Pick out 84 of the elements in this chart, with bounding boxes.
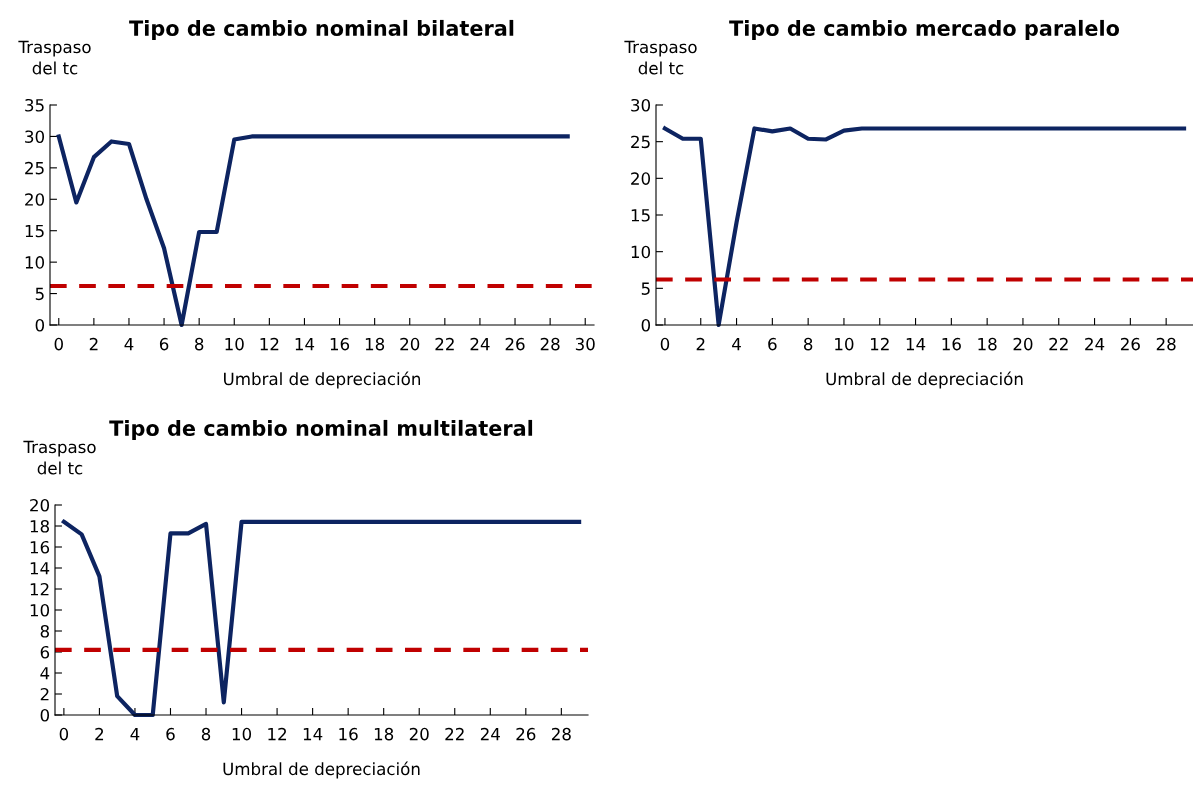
x-tick-label: 10 — [232, 727, 252, 741]
y-tick-label: 0 — [40, 708, 50, 722]
x-tick-label: 18 — [374, 727, 394, 741]
y-tick-label: 5 — [641, 282, 650, 295]
x-tick-label: 14 — [295, 338, 315, 351]
x-tick-label: 6 — [768, 337, 777, 351]
x-tick-label: 20 — [400, 337, 420, 351]
y-tick-label: 4 — [40, 667, 50, 680]
y-tick-label: 25 — [631, 135, 650, 149]
x-tick-label: 20 — [1013, 337, 1033, 351]
x-tick-label: 12 — [870, 337, 889, 351]
y-tick-label: 30 — [631, 98, 651, 112]
y-tick-label: 16 — [30, 540, 50, 554]
chart-title: Tipo de cambio nominal multilateral — [109, 419, 533, 441]
x-tick-label: 8 — [201, 727, 211, 741]
y-tick-label: 15 — [25, 224, 44, 238]
y-tick-label: 20 — [25, 193, 45, 206]
x-tick-label: 6 — [166, 727, 175, 741]
x-tick-label: 0 — [59, 727, 69, 741]
x-tick-label: 22 — [445, 727, 464, 741]
x-tick-label: 28 — [551, 727, 571, 741]
y-tick-label: 0 — [35, 318, 45, 332]
y-tick-label: 10 — [631, 245, 651, 259]
y-tick-label: 18 — [30, 519, 49, 533]
y-tick-label: 20 — [631, 172, 651, 185]
x-axis-title: Umbral de depreciación — [223, 761, 420, 779]
x-tick-label: 10 — [225, 337, 244, 351]
x-tick-label: 2 — [696, 337, 705, 351]
x-tick-label: 14 — [303, 728, 323, 741]
line-series — [662, 126, 1187, 328]
x-tick-label: 14 — [906, 338, 926, 351]
x-tick-label: 6 — [159, 337, 169, 351]
x-tick-label: 18 — [978, 337, 997, 351]
x-tick-label: 26 — [505, 337, 525, 351]
x-tick-label: 0 — [660, 337, 670, 351]
y-tick-label: 12 — [30, 582, 49, 596]
x-tick-label: 22 — [1049, 337, 1068, 351]
x-tick-label: 22 — [435, 337, 454, 351]
y-axis-title: Traspaso del tc — [18, 40, 91, 75]
x-tick-label: 26 — [516, 727, 536, 741]
y-tick-label: 2 — [40, 687, 49, 701]
chart-title: Tipo de cambio mercado paralelo — [729, 19, 1120, 41]
x-tick-label: 16 — [330, 337, 350, 351]
y-tick-label: 0 — [641, 318, 651, 332]
y-tick-label: 5 — [35, 287, 44, 301]
x-tick-label: 28 — [540, 337, 560, 351]
x-tick-label: 24 — [1085, 337, 1105, 351]
x-tick-label: 2 — [89, 337, 98, 351]
x-tick-label: 18 — [365, 337, 385, 351]
line-series — [56, 134, 570, 328]
y-tick-label: 14 — [30, 562, 50, 575]
x-tick-label: 0 — [54, 337, 63, 351]
x-tick-label: 20 — [409, 727, 429, 741]
x-tick-label: 4 — [732, 338, 741, 351]
x-tick-label: 30 — [575, 337, 595, 351]
x-tick-label: 26 — [1120, 337, 1140, 351]
x-tick-label: 8 — [194, 337, 204, 351]
y-axis-title: Traspaso del tc — [23, 440, 96, 475]
x-tick-label: 16 — [339, 727, 358, 741]
x-tick-label: 4 — [130, 728, 140, 741]
y-tick-label: 20 — [30, 498, 50, 512]
x-axis-title: Umbral de depreciación — [224, 371, 420, 389]
y-tick-label: 30 — [25, 130, 45, 143]
y-tick-label: 10 — [25, 256, 45, 269]
y-axis-title: Traspaso del tc — [624, 40, 697, 75]
x-axis-title: Umbral de depreciación — [826, 371, 1023, 389]
x-tick-label: 24 — [480, 727, 500, 741]
y-tick-label: 35 — [25, 98, 44, 112]
y-tick-label: 6 — [40, 645, 50, 659]
x-tick-label: 16 — [942, 337, 961, 351]
x-tick-label: 12 — [268, 727, 287, 741]
x-tick-label: 24 — [470, 337, 490, 351]
x-tick-label: 8 — [803, 337, 813, 351]
x-tick-label: 10 — [835, 337, 854, 351]
y-tick-label: 25 — [25, 161, 44, 175]
chart-title: Tipo de cambio nominal bilateral — [129, 19, 514, 41]
x-tick-label: 2 — [95, 727, 104, 741]
x-tick-label: 12 — [260, 337, 279, 351]
x-tick-label: 4 — [124, 338, 134, 351]
y-tick-label: 15 — [631, 209, 650, 222]
x-tick-label: 28 — [1156, 337, 1176, 351]
y-tick-label: 8 — [40, 624, 49, 638]
y-tick-label: 10 — [30, 603, 50, 617]
line-series — [61, 519, 582, 718]
